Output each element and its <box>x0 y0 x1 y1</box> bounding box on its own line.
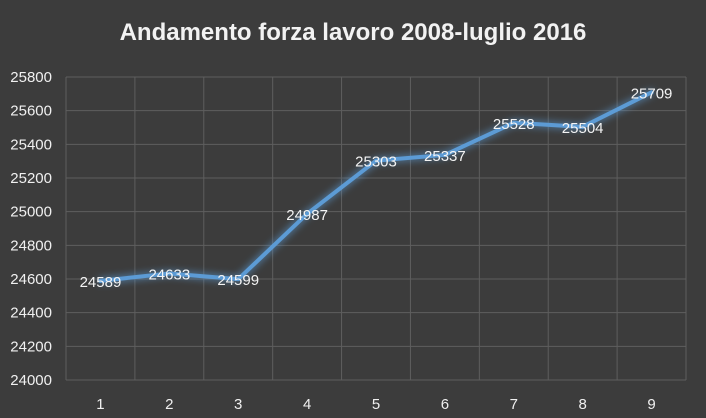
data-point <box>236 277 241 282</box>
data-label: 24589 <box>80 274 122 291</box>
x-tick-label: 7 <box>510 396 518 413</box>
x-tick-label: 8 <box>578 396 586 413</box>
data-point <box>442 152 447 157</box>
data-label: 25504 <box>562 120 604 137</box>
x-tick-label: 3 <box>234 396 242 413</box>
data-point <box>98 278 103 283</box>
y-tick-label: 24200 <box>10 338 52 355</box>
chart-title: Andamento forza lavoro 2008-luglio 2016 <box>120 19 587 46</box>
data-label: 25528 <box>493 116 535 133</box>
data-labels: 24589 24633 24599 24987 25303 25337 25528 25504… <box>80 85 673 291</box>
y-tick-label: 24400 <box>10 305 52 322</box>
data-label: 25303 <box>355 154 397 171</box>
x-tick-label: 9 <box>647 396 655 413</box>
x-tick-label: 4 <box>303 396 311 413</box>
data-label: 24633 <box>148 266 190 283</box>
data-point <box>511 120 516 125</box>
series-layer <box>98 90 654 283</box>
data-point <box>580 124 585 129</box>
y-tick-label: 25000 <box>10 204 52 221</box>
x-tick-label: 2 <box>165 396 173 413</box>
x-axis-ticks: 1 2 3 4 5 6 7 8 9 <box>96 396 655 413</box>
y-tick-label: 25800 <box>10 69 52 86</box>
x-tick-label: 5 <box>372 396 380 413</box>
y-tick-label: 25400 <box>10 136 52 153</box>
grid-lines <box>65 76 687 381</box>
data-label: 24599 <box>217 272 259 289</box>
y-tick-label: 24800 <box>10 237 52 254</box>
data-label: 24987 <box>286 207 328 224</box>
x-tick-label: 6 <box>441 396 449 413</box>
data-point <box>305 211 310 216</box>
y-axis-ticks: 24000 24200 24400 24600 24800 25000 25200 25400… <box>10 69 52 389</box>
data-point <box>167 271 172 276</box>
y-tick-label: 25600 <box>10 103 52 120</box>
data-label: 25337 <box>424 148 466 165</box>
data-point <box>649 90 654 95</box>
x-tick-label: 1 <box>96 396 104 413</box>
data-label: 25709 <box>631 85 673 102</box>
y-tick-label: 24600 <box>10 271 52 288</box>
data-point <box>374 158 378 163</box>
y-tick-label: 24000 <box>10 372 52 389</box>
y-tick-label: 25200 <box>10 170 52 187</box>
